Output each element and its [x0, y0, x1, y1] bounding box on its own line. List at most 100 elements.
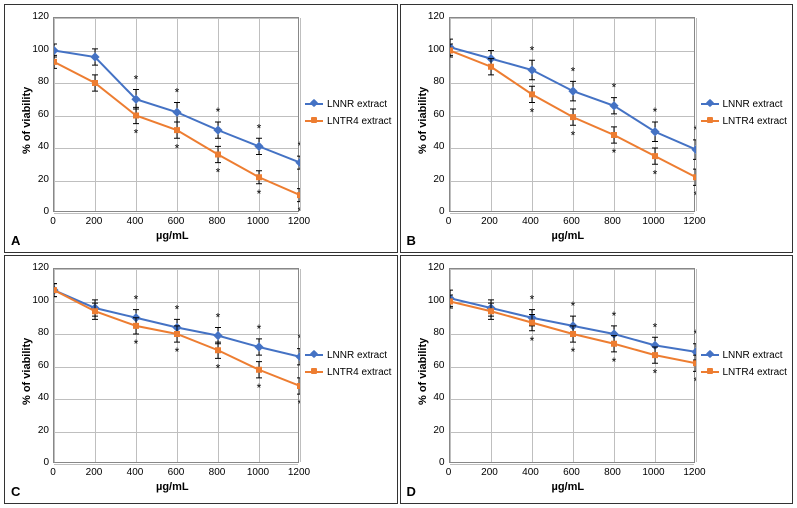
legend-swatch-lntr4 — [701, 120, 719, 122]
x-tick-label: 400 — [522, 216, 539, 227]
plot-area: * * * * * * * * * * — [53, 17, 299, 212]
svg-text:*: * — [611, 355, 616, 369]
svg-text:*: * — [216, 166, 221, 180]
svg-text:*: * — [298, 397, 300, 411]
chart-svg: ********** — [54, 269, 300, 464]
y-tick-label: 20 — [25, 425, 49, 436]
svg-text:*: * — [175, 86, 180, 100]
chart-svg: * * * * * * * * * * — [54, 18, 300, 213]
x-tick-label: 0 — [446, 467, 452, 478]
svg-text:*: * — [652, 320, 657, 334]
plot-area: ********** — [449, 17, 695, 212]
legend-swatch-lntr4 — [305, 371, 323, 373]
plot-area: ********** — [449, 268, 695, 463]
y-tick-label: 100 — [25, 44, 49, 55]
svg-text:*: * — [570, 345, 575, 359]
svg-text:*: * — [134, 73, 139, 87]
svg-text:*: * — [611, 81, 616, 95]
legend-item-lntr4: LNTR4 extract — [701, 367, 787, 378]
x-tick-label: 1000 — [247, 216, 269, 227]
y-tick-label: 120 — [421, 262, 445, 273]
svg-text:*: * — [216, 311, 221, 325]
x-tick-label: 800 — [604, 467, 621, 478]
legend-label-lnnr: LNNR extract — [723, 350, 783, 361]
legend-label-lnnr: LNNR extract — [327, 99, 387, 110]
svg-text:*: * — [257, 121, 262, 135]
x-tick-label: 600 — [168, 467, 185, 478]
legend-item-lnnr: LNNR extract — [701, 350, 787, 361]
svg-text:*: * — [529, 334, 534, 348]
y-tick-label: 0 — [25, 206, 49, 217]
panel-label: D — [407, 484, 416, 499]
svg-text:*: * — [175, 345, 180, 359]
legend: LNNR extract LNTR4 extract — [701, 350, 787, 384]
x-tick-label: 600 — [168, 216, 185, 227]
panel-c: **********020406080100120020040060080010… — [4, 255, 398, 504]
svg-text:*: * — [216, 361, 221, 375]
x-tick-label: 200 — [86, 216, 103, 227]
x-axis-label: µg/mL — [552, 481, 585, 493]
x-tick-label: 1000 — [247, 467, 269, 478]
x-tick-label: 1200 — [288, 467, 310, 478]
legend-item-lntr4: LNTR4 extract — [305, 367, 391, 378]
x-tick-label: 1000 — [642, 467, 664, 478]
svg-text:*: * — [257, 322, 262, 336]
y-tick-label: 0 — [25, 457, 49, 468]
legend-swatch-lnnr — [701, 103, 719, 105]
svg-text:*: * — [529, 43, 534, 57]
svg-text:*: * — [652, 105, 657, 119]
svg-text:*: * — [216, 105, 221, 119]
svg-text:*: * — [257, 381, 262, 395]
y-axis-label: % of viability — [417, 325, 429, 405]
x-tick-label: 1000 — [642, 216, 664, 227]
x-tick-label: 600 — [563, 216, 580, 227]
x-tick-label: 800 — [209, 216, 226, 227]
svg-text:*: * — [693, 374, 695, 388]
y-axis-label: % of viability — [417, 74, 429, 154]
svg-text:*: * — [257, 187, 262, 201]
svg-text:*: * — [611, 309, 616, 323]
svg-text:*: * — [611, 146, 616, 160]
svg-text:*: * — [529, 293, 534, 307]
svg-text:*: * — [134, 127, 139, 141]
svg-text:*: * — [298, 205, 300, 213]
x-tick-label: 1200 — [683, 467, 705, 478]
chart-svg: ********** — [450, 18, 696, 213]
svg-text:*: * — [652, 366, 657, 380]
svg-text:*: * — [693, 123, 695, 137]
plot-area: ********** — [53, 268, 299, 463]
x-tick-label: 0 — [446, 216, 452, 227]
panel-label: C — [11, 484, 20, 499]
svg-text:*: * — [298, 139, 300, 153]
x-tick-label: 0 — [50, 467, 56, 478]
legend-item-lnnr: LNNR extract — [305, 99, 391, 110]
x-tick-label: 1200 — [683, 216, 705, 227]
legend: LNNR extractLNTR4 extract — [701, 99, 787, 133]
legend-swatch-lnnr — [305, 354, 323, 356]
chart-grid: **********020406080100120020040060080010… — [0, 0, 797, 508]
legend-swatch-lnnr — [701, 354, 719, 356]
x-tick-label: 400 — [127, 216, 144, 227]
x-tick-label: 600 — [563, 467, 580, 478]
svg-text:*: * — [529, 106, 534, 120]
legend-item-lnnr: LNNR extract — [701, 99, 787, 110]
x-axis-label: µg/mL — [156, 481, 189, 493]
panel-label: B — [407, 233, 416, 248]
legend-swatch-lntr4 — [305, 120, 323, 122]
y-tick-label: 0 — [421, 206, 445, 217]
x-tick-label: 800 — [604, 216, 621, 227]
x-axis-label: µg/mL — [156, 230, 189, 242]
x-tick-label: 0 — [50, 216, 56, 227]
y-tick-label: 120 — [25, 11, 49, 22]
legend-label-lntr4: LNTR4 extract — [723, 367, 787, 378]
x-tick-label: 200 — [481, 216, 498, 227]
svg-text:*: * — [570, 128, 575, 142]
panel-d: **********020406080100120020040060080010… — [400, 255, 794, 504]
y-tick-label: 20 — [421, 174, 445, 185]
legend-label-lntr4: LNTR4 extract — [327, 367, 391, 378]
y-tick-label: 0 — [421, 457, 445, 468]
svg-text:*: * — [175, 141, 180, 155]
svg-text:*: * — [570, 299, 575, 313]
legend-item-lnnr: LNNR extract — [305, 350, 391, 361]
panel-label: A — [11, 233, 20, 248]
